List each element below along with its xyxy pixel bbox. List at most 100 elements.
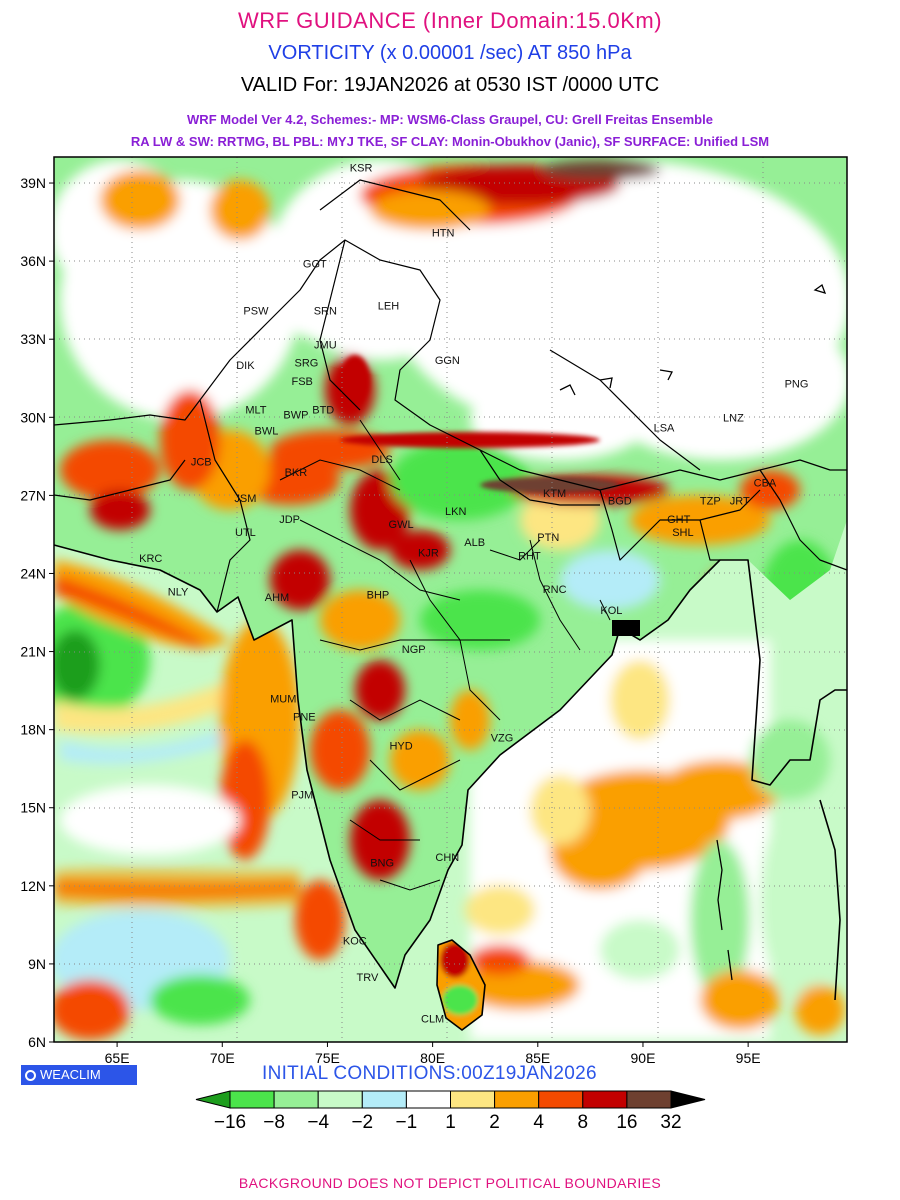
city-label-lsa: LSA — [654, 423, 675, 435]
initial-conditions: INITIAL CONDITIONS:00Z19JAN2026 — [262, 1063, 597, 1084]
lat-tick-label: 9N — [28, 956, 46, 972]
city-label-bwp: BWP — [283, 410, 308, 422]
city-label-ksr: KSR — [350, 162, 373, 174]
city-label-vzg: VZG — [491, 732, 514, 744]
colorbar-label: −4 — [307, 1112, 330, 1133]
city-label-png: PNG — [785, 378, 809, 390]
colorbar-label: −8 — [263, 1112, 285, 1133]
colorbar-min-arrow — [195, 1090, 231, 1109]
lat-tick-label: 36N — [20, 253, 46, 269]
city-label-bgd: BGD — [608, 496, 632, 508]
colorbar-labels: −16 −8 −4 −2 −1 1 2 4 8 16 32 — [0, 1112, 900, 1142]
footer-note: BACKGROUND DOES NOT DEPICT POLITICAL BOU… — [238, 1175, 662, 1191]
city-label-psw: PSW — [243, 306, 269, 318]
city-label-rnc: RNC — [543, 584, 567, 596]
state-boundaries — [279, 419, 611, 891]
city-label-koc: KOC — [343, 935, 367, 947]
city-label-trv: TRV — [357, 972, 379, 984]
lat-tick-label: 6N — [28, 1034, 46, 1050]
lat-tick-label: 33N — [20, 331, 46, 347]
colorbar-swatch — [229, 1090, 275, 1109]
city-label-bhp: BHP — [367, 589, 390, 601]
city-label-dik: DIK — [236, 360, 255, 372]
colorbar-swatch — [450, 1090, 496, 1109]
valid-time: VALID For: 19JAN2026 at 0530 IST /0000 U… — [240, 74, 660, 96]
city-label-htn: HTN — [432, 227, 455, 239]
colorbar-swatch — [494, 1090, 540, 1109]
city-label-tzp: TZP — [700, 496, 721, 508]
lon-tick-label: 70E — [210, 1050, 235, 1066]
city-label-ggt: GGT — [303, 259, 327, 271]
city-label-dls: DLS — [371, 454, 392, 466]
lat-tick-label: 39N — [20, 175, 46, 191]
city-label-pjm: PJM — [291, 790, 313, 802]
colorbar-swatch — [538, 1090, 584, 1109]
city-label-bwl: BWL — [255, 425, 279, 437]
colorbar-label: 4 — [533, 1112, 544, 1133]
colorbar-swatch — [317, 1090, 363, 1109]
city-label-bng: BNG — [370, 857, 394, 869]
colorbar-label: 1 — [445, 1112, 456, 1133]
city-label-srn: SRN — [314, 306, 337, 318]
colorbar-swatch — [273, 1090, 319, 1109]
city-label-ahm: AHM — [265, 592, 289, 604]
plot-frame — [53, 156, 848, 1043]
colorbar — [195, 1090, 706, 1109]
city-label-jsm: JSM — [234, 493, 256, 505]
lon-tick-label: 65E — [105, 1050, 130, 1066]
lat-tick-label: 15N — [20, 800, 46, 816]
lon-tick-label: 75E — [315, 1050, 340, 1066]
city-label-nly: NLY — [168, 587, 189, 599]
city-label-pne: PNE — [293, 712, 316, 724]
city-label-ptn: PTN — [537, 532, 559, 544]
city-label-ght: GHT — [667, 514, 691, 526]
city-label-alb: ALB — [464, 537, 485, 549]
lon-tick-label: 80E — [420, 1050, 445, 1066]
colorbar-label: 16 — [616, 1112, 638, 1133]
city-label-utl: UTL — [235, 527, 256, 539]
city-label-lnz: LNZ — [723, 412, 744, 424]
city-label-krc: KRC — [139, 553, 162, 565]
city-label-cba: CBA — [754, 477, 777, 489]
model-info-line-2: RA LW & SW: RRTMG, BL PBL: MYJ TKE, SF C… — [130, 134, 770, 149]
city-labels: KSR HTN GGT PSW SRN LEH JMU DIK SRG GGN FSB PNG MLT B… — [139, 162, 808, 1025]
map-title: WRF GUIDANCE (Inner Domain:15.0Km) — [237, 8, 663, 33]
city-label-srg: SRG — [294, 358, 318, 370]
colorbar-label: 8 — [577, 1112, 589, 1133]
colorbar-label: −1 — [395, 1112, 418, 1133]
coastline — [53, 544, 847, 1031]
lon-tick-label: 85E — [525, 1050, 550, 1066]
colorbar-swatch — [582, 1090, 628, 1109]
lat-tick-label: 30N — [20, 409, 46, 425]
colorbar-label: 32 — [660, 1112, 682, 1133]
city-label-mum: MUM — [270, 693, 296, 705]
colorbar-swatch — [361, 1090, 407, 1109]
city-label-jmu: JMU — [314, 339, 337, 351]
colorbar-swatch — [405, 1090, 451, 1109]
city-label-ggn: GGN — [435, 355, 460, 367]
city-label-clm: CLM — [421, 1014, 444, 1026]
lon-tick-label: 90E — [631, 1050, 656, 1066]
city-label-mlt: MLT — [245, 404, 266, 416]
model-info-line-1: WRF Model Ver 4.2, Schemes:- MP: WSM6-Cl… — [187, 112, 713, 127]
lat-tick-label: 21N — [20, 644, 46, 660]
borders — [53, 179, 848, 613]
city-label-jdp: JDP — [279, 514, 300, 526]
vorticity-field — [54, 157, 847, 1042]
logo-ring-icon — [25, 1069, 36, 1081]
lat-tick-label: 24N — [20, 565, 46, 581]
city-label-leh: LEH — [378, 300, 399, 312]
city-label-jrt: JRT — [730, 496, 750, 508]
logo-text: WEACLIM — [40, 1067, 101, 1082]
weaclim-logo: WEACLIM — [21, 1065, 137, 1085]
city-label-gwl: GWL — [389, 519, 414, 531]
city-label-kjr: KJR — [418, 548, 439, 560]
city-label-chn: CHN — [435, 852, 459, 864]
colorbar-max-arrow — [670, 1090, 706, 1109]
city-label-hyd: HYD — [389, 740, 412, 752]
islands — [559, 283, 827, 981]
lat-tick-label: 12N — [20, 878, 46, 894]
colorbar-label: 2 — [489, 1112, 500, 1133]
colorbar-swatch — [626, 1090, 672, 1109]
